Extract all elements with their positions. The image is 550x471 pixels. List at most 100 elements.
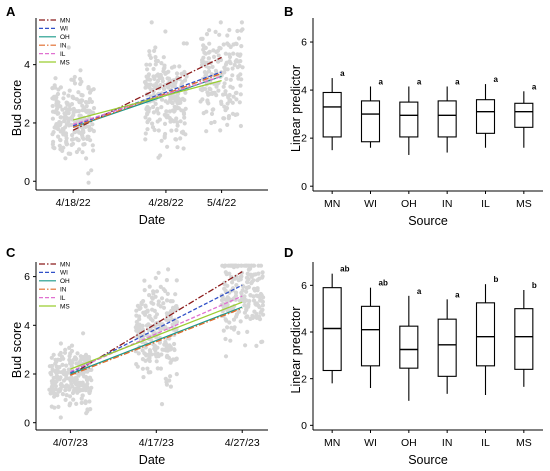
data-point bbox=[53, 76, 58, 81]
data-point bbox=[245, 280, 250, 285]
data-point bbox=[67, 354, 72, 359]
data-point bbox=[174, 94, 180, 99]
data-point bbox=[67, 116, 72, 121]
data-point bbox=[71, 137, 76, 142]
data-point bbox=[151, 301, 156, 306]
data-point bbox=[211, 107, 216, 112]
data-point bbox=[240, 27, 245, 32]
data-point bbox=[151, 289, 156, 294]
data-point bbox=[86, 171, 91, 176]
data-point bbox=[56, 134, 61, 139]
data-point bbox=[159, 61, 164, 66]
data-point bbox=[86, 100, 91, 105]
x-tick-label: OH bbox=[401, 198, 417, 210]
y-tick-label: 6 bbox=[301, 37, 307, 49]
data-point bbox=[238, 277, 243, 282]
data-point bbox=[51, 139, 56, 144]
data-point bbox=[218, 57, 224, 63]
data-point bbox=[238, 52, 243, 57]
box-iqr bbox=[475, 99, 496, 134]
data-point bbox=[172, 84, 177, 89]
data-point bbox=[230, 280, 235, 285]
data-point bbox=[145, 112, 150, 117]
significance-letter: a bbox=[417, 287, 422, 296]
data-point bbox=[261, 312, 266, 317]
data-point bbox=[90, 122, 95, 127]
data-point bbox=[222, 264, 227, 269]
legend-label-ms: MS bbox=[60, 303, 70, 310]
data-point bbox=[62, 119, 67, 124]
data-point bbox=[260, 299, 265, 304]
data-point bbox=[178, 119, 183, 124]
data-point bbox=[235, 28, 240, 34]
data-point bbox=[230, 100, 235, 105]
data-point bbox=[223, 66, 228, 71]
data-point bbox=[64, 393, 69, 398]
data-point bbox=[228, 338, 233, 343]
data-point bbox=[153, 101, 158, 106]
data-point bbox=[239, 263, 244, 268]
data-point bbox=[159, 296, 165, 301]
data-point bbox=[143, 345, 148, 350]
data-point bbox=[75, 351, 80, 356]
data-point bbox=[201, 44, 206, 49]
data-point bbox=[260, 274, 265, 279]
data-point bbox=[89, 367, 94, 372]
y-tick-label: 0 bbox=[24, 417, 30, 429]
x-tick-label: IL bbox=[481, 437, 490, 449]
data-point bbox=[134, 308, 139, 313]
data-point bbox=[153, 45, 158, 50]
data-point bbox=[156, 299, 161, 304]
data-point bbox=[143, 85, 148, 90]
series-line-mn bbox=[70, 271, 243, 376]
data-point bbox=[181, 112, 187, 117]
data-point bbox=[70, 133, 75, 138]
data-point bbox=[89, 168, 94, 173]
data-point bbox=[155, 366, 160, 371]
data-point bbox=[76, 373, 81, 378]
data-point bbox=[71, 388, 76, 393]
data-point bbox=[166, 355, 171, 360]
data-point bbox=[254, 343, 259, 348]
data-point bbox=[237, 100, 242, 105]
data-point bbox=[57, 352, 62, 357]
data-point bbox=[145, 67, 150, 72]
data-point bbox=[86, 355, 92, 360]
data-point bbox=[223, 62, 229, 67]
data-point bbox=[222, 286, 227, 291]
data-point bbox=[156, 128, 161, 133]
data-point bbox=[157, 340, 162, 345]
data-point bbox=[242, 299, 247, 304]
data-point bbox=[63, 384, 68, 390]
data-point bbox=[201, 61, 206, 66]
data-point bbox=[159, 402, 165, 407]
data-point bbox=[78, 388, 83, 393]
data-point bbox=[74, 97, 79, 102]
legend-label-wi: WI bbox=[60, 270, 68, 277]
data-point bbox=[141, 375, 146, 380]
data-point bbox=[143, 137, 148, 142]
box-iqr bbox=[437, 100, 457, 138]
data-point bbox=[140, 323, 145, 328]
data-point bbox=[224, 318, 229, 323]
x-tick-label: 4/18/22 bbox=[56, 197, 91, 209]
data-point bbox=[158, 304, 163, 309]
x-tick-label: MN bbox=[324, 437, 340, 449]
y-tick-label: 2 bbox=[301, 133, 307, 145]
data-point bbox=[80, 133, 85, 138]
data-point bbox=[152, 48, 157, 54]
data-point bbox=[182, 69, 187, 75]
data-point bbox=[227, 99, 232, 104]
data-point bbox=[163, 376, 168, 381]
y-tick-label: 0 bbox=[24, 176, 30, 188]
x-tick-label: 4/07/23 bbox=[53, 437, 88, 449]
data-point bbox=[61, 145, 66, 150]
significance-letter: ab bbox=[379, 279, 388, 288]
significance-letter: a bbox=[379, 77, 384, 86]
data-point bbox=[51, 130, 56, 135]
panel-letter: B bbox=[284, 4, 293, 19]
data-point bbox=[71, 397, 76, 402]
data-point bbox=[162, 134, 167, 139]
